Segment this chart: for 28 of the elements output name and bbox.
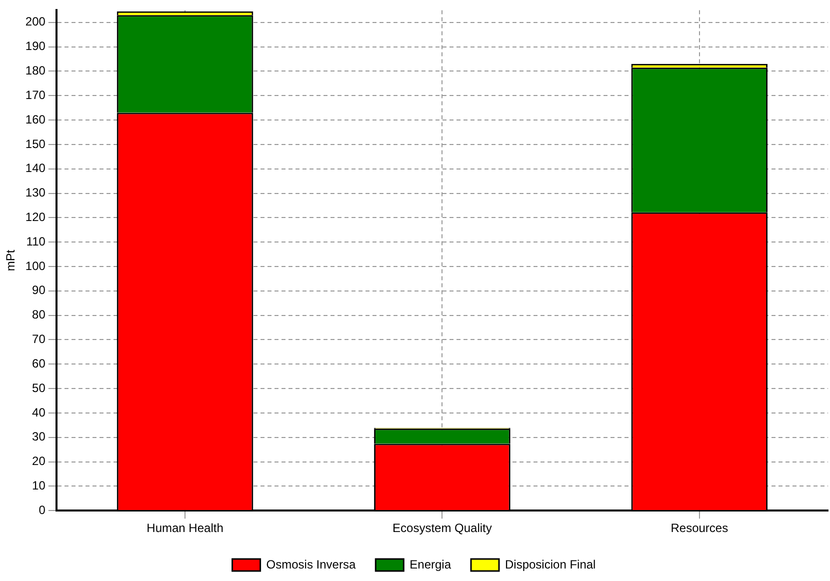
y-tick-label: 0 [38, 502, 46, 517]
x-tick-label: Resources [670, 521, 728, 536]
x-tick-label: Ecosystem Quality [392, 521, 492, 536]
y-tick-label: 160 [25, 112, 46, 126]
x-tick-label: Human Health [146, 521, 224, 536]
legend-label: Disposicion Final [505, 557, 596, 572]
y-tick-label: 200 [25, 14, 46, 29]
y-tick-label: 90 [32, 283, 46, 298]
y-tick-label: 140 [25, 161, 46, 176]
y-tick-label: 170 [25, 88, 46, 102]
y-tick-label: 180 [25, 64, 46, 78]
y-axis-title: mPt [4, 249, 18, 272]
y-tick-label: 40 [32, 405, 46, 420]
y-tick-label: 50 [32, 380, 46, 395]
y-tick-label: 70 [32, 332, 46, 346]
legend-label: Energia [410, 557, 452, 572]
y-tick-label: 110 [26, 234, 46, 248]
y-tick-label: 100 [25, 258, 46, 273]
y-tick-label: 60 [32, 356, 46, 370]
y-tick-label: 30 [32, 430, 46, 444]
y-tick-label: 120 [25, 210, 46, 224]
y-tick-label: 10 [32, 478, 46, 493]
y-tick-label: 190 [25, 39, 46, 54]
legend-label: Osmosis Inversa [266, 557, 356, 572]
y-tick-label: 80 [32, 308, 46, 322]
y-tick-label: 20 [32, 454, 46, 468]
y-tick-label: 150 [25, 136, 46, 151]
y-tick-label: 130 [25, 186, 46, 200]
